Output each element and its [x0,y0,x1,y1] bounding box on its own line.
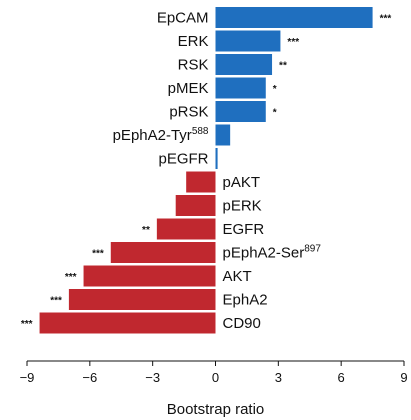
bar-cd90 [39,312,216,334]
bar-egfr [156,218,216,240]
category-label-pepha2-tyr588: pEphA2-Tyr588 [113,126,209,144]
x-tick-label: −9 [20,370,35,385]
bars-layer [39,7,373,334]
bar-pmek [215,77,266,99]
bar-pegfr [215,148,218,169]
x-tick-label: 3 [275,370,282,385]
significance-marker-epcam: *** [380,14,392,25]
category-label-egfr: EGFR [223,221,265,238]
bar-erk [215,30,281,52]
x-tick-label: −6 [82,370,97,385]
category-label-akt: AKT [223,268,252,285]
x-tick-label: 0 [212,370,219,385]
category-label-erk: ERK [178,33,209,50]
category-label-prsk: pRSK [169,104,208,121]
bar-pepha2-ser897 [110,242,216,263]
category-label-cd90: CD90 [223,315,261,332]
bar-perk [175,195,216,216]
significance-markers-layer: ************************ [21,14,391,331]
significance-marker-prsk: * [273,108,277,119]
bar-pepha2-tyr588 [215,124,231,146]
significance-marker-akt: *** [65,272,77,283]
category-label-epcam: EpCAM [157,10,209,27]
category-label-perk: pERK [223,198,262,215]
bar-epcam [215,7,373,28]
significance-marker-rsk: ** [279,61,287,72]
x-tick-label: −3 [145,370,160,385]
bar-rsk [215,54,273,75]
bar-prsk [215,101,266,122]
significance-marker-erk: *** [287,37,299,48]
category-label-pmek: pMEK [168,80,209,97]
category-label-pakt: pAKT [223,174,261,191]
category-labels-layer: EpCAM ERK RSK pMEK pRSK pEphA2-Tyr588 pEGFR pAK… [113,10,322,333]
category-label-epha2: EphA2 [223,292,268,309]
bar-pakt [186,171,216,193]
category-label-pegfr: pEGFR [158,151,208,168]
x-tick-label: 9 [400,370,407,385]
significance-marker-egfr: ** [142,225,150,236]
bar-akt [83,265,216,287]
category-label-rsk: RSK [178,57,209,74]
significance-marker-epha2: *** [50,296,62,307]
x-axis-title: Bootstrap ratio [167,401,265,418]
bar-epha2 [68,289,216,310]
significance-marker-cd90: *** [21,319,33,330]
x-axis-ticks: −9 −6 −3 0 3 6 9 [20,361,408,385]
significance-marker-pepha2-ser897: *** [92,249,104,260]
x-tick-label: 6 [338,370,345,385]
category-label-pepha2-ser897: pEphA2-Ser897 [223,244,322,262]
significance-marker-pmek: * [273,84,277,95]
